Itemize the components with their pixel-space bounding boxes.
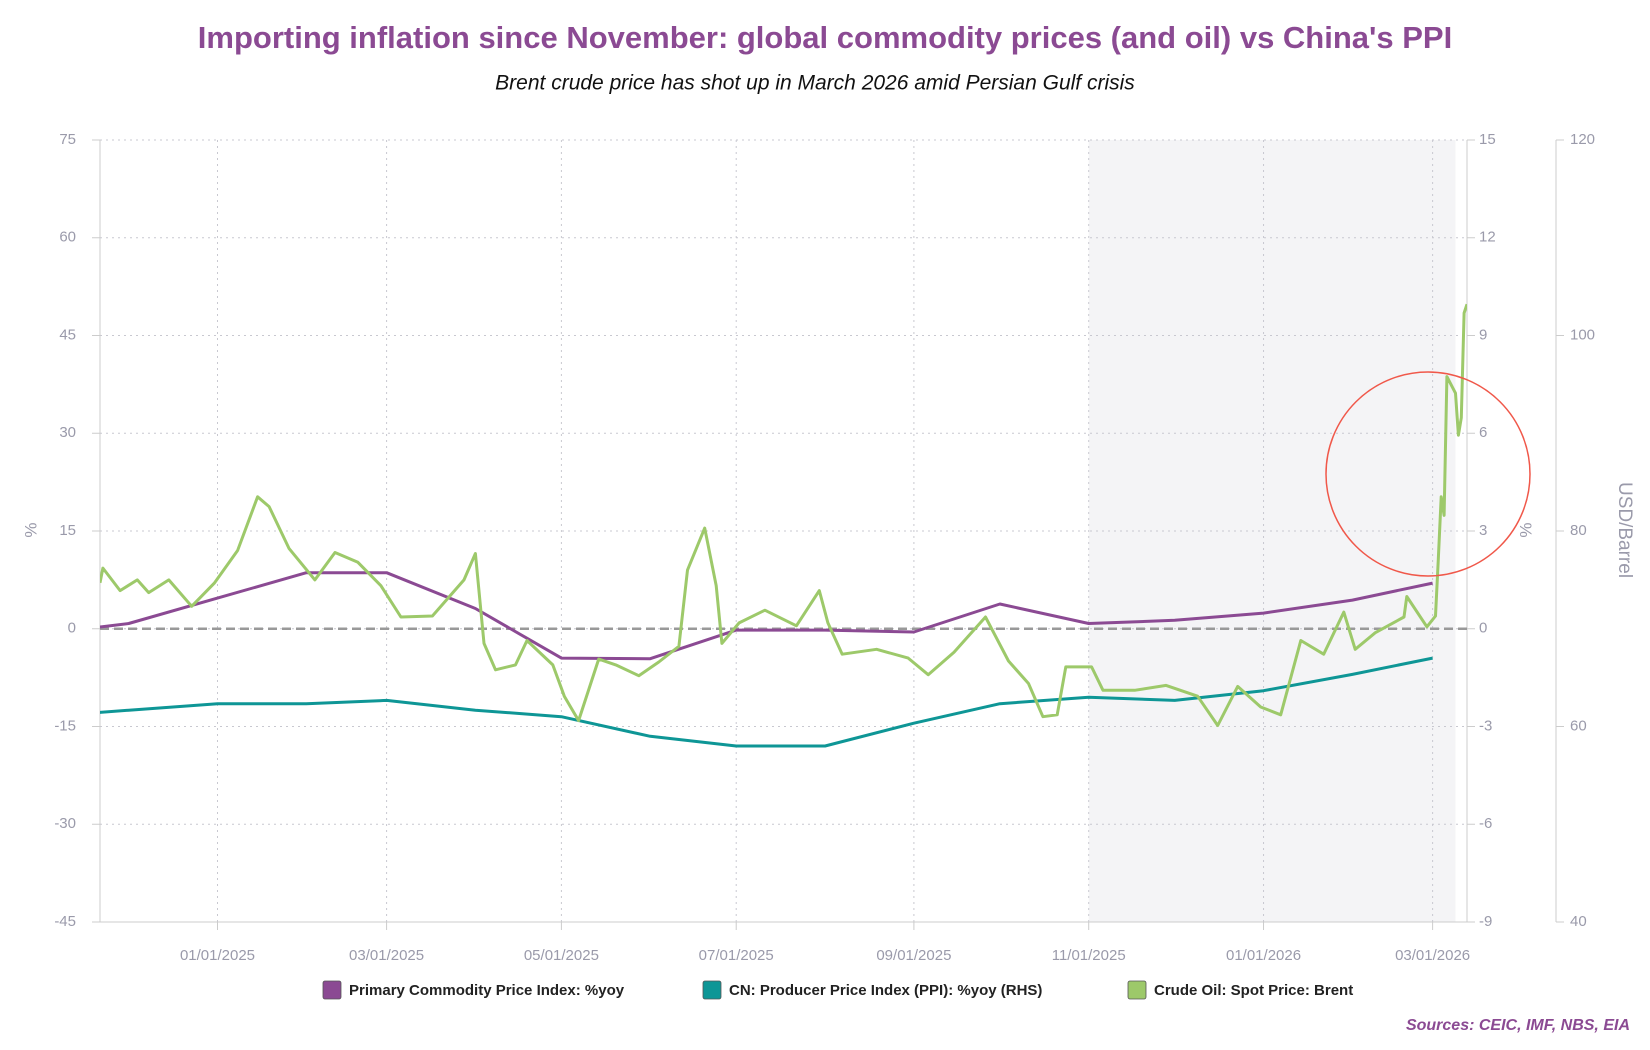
legend-label: Primary Commodity Price Index: %yoy [349,982,625,999]
y3-tick-label: 60 [1570,717,1587,734]
series-line [100,656,1433,748]
y-tick-label: 75 [59,131,76,148]
series-line [100,303,1467,727]
chart-title: Importing inflation since November: glob… [198,20,1452,55]
x-tick-label: 01/01/2026 [1226,947,1301,964]
x-tick-label: 11/01/2025 [1052,947,1126,964]
y3-tick-label: 100 [1570,326,1595,343]
x-tick-label: 01/01/2025 [180,947,255,964]
y3-tick-label: 120 [1570,131,1595,148]
y3-tick-label: 40 [1570,913,1587,930]
y2-tick-label: -9 [1479,913,1492,930]
legend-swatch [702,980,722,1000]
legend-label: CN: Producer Price Index (PPI): %yoy (RH… [729,982,1042,999]
y-axis-label: % [21,522,40,537]
legend-swatch [322,980,342,1000]
y-tick-label: -30 [54,815,76,832]
y2-tick-label: 6 [1479,424,1487,441]
y-tick-label: 45 [59,326,76,343]
plot-lines [100,303,1467,748]
shaded-range [1088,140,1456,922]
y2-tick-label: 9 [1479,326,1487,343]
source-note: Sources: CEIC, IMF, NBS, EIA [1406,1017,1630,1034]
y3-tick-label: 80 [1570,522,1587,539]
y2-tick-label: -6 [1479,815,1492,832]
highlight-circle [1325,371,1531,577]
plot-background [92,139,1564,930]
y2-tick-label: 0 [1479,620,1487,637]
chart-subtitle: Brent crude price has shot up in March 2… [495,72,1135,95]
legend-swatch [1127,980,1147,1000]
series-line [100,571,1433,661]
x-tick-label: 03/01/2025 [349,947,424,964]
y-tick-label: 0 [68,620,76,637]
x-tick-label: 07/01/2025 [699,947,774,964]
legend-label: Crude Oil: Spot Price: Brent [1154,982,1353,999]
y-tick-label: 15 [59,522,76,539]
y2-tick-label: 12 [1479,229,1496,246]
x-tick-label: 09/01/2025 [876,947,951,964]
y-tick-label: 60 [59,229,76,246]
x-tick-label: 03/01/2026 [1395,947,1470,964]
y-tick-label: 30 [59,424,76,441]
y2-tick-label: -3 [1479,717,1492,734]
y2-tick-label: 3 [1479,522,1487,539]
y2-tick-label: 15 [1479,131,1496,148]
y-tick-label: -15 [54,717,76,734]
y-tick-label: -45 [54,913,76,930]
y3-axis-label: USD/Barrel [1614,482,1635,578]
x-tick-label: 05/01/2025 [524,947,599,964]
y2-axis-label: % [1516,522,1535,537]
